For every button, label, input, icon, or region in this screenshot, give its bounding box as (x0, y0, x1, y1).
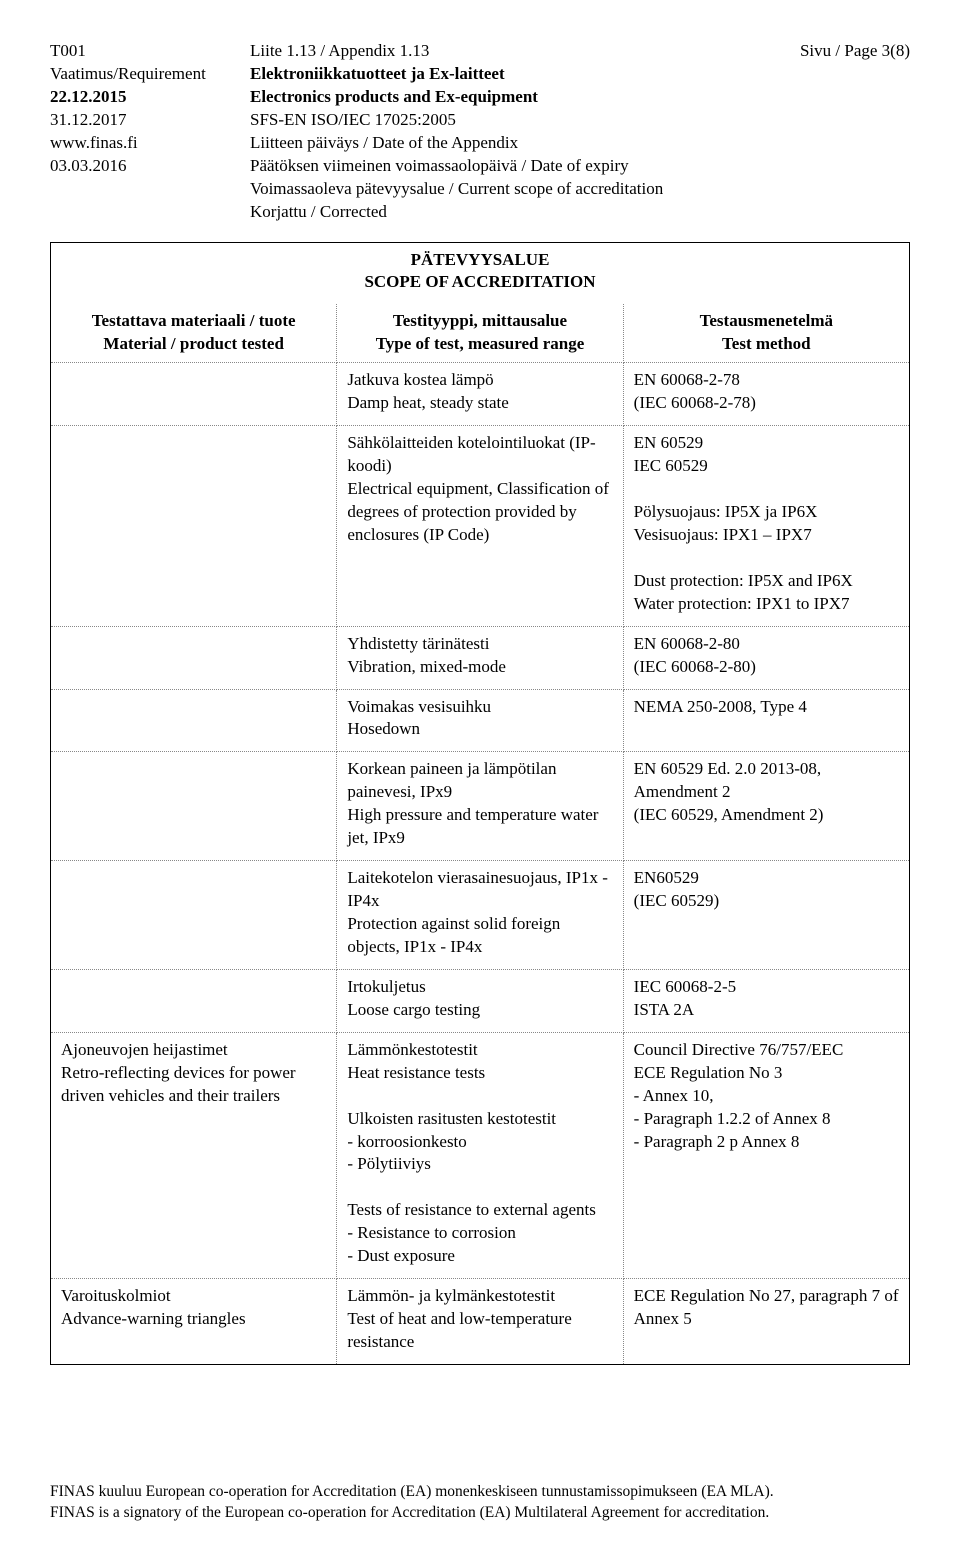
table-row: Jatkuva kostea lämpö Damp heat, steady s… (51, 363, 910, 426)
page-number: Sivu / Page 3(8) (760, 40, 910, 63)
cell-test-type: Voimakas vesisuihku Hosedown (337, 689, 623, 752)
cell-test-type: Yhdistetty tärinätesti Vibration, mixed-… (337, 626, 623, 689)
cell-material (51, 426, 337, 627)
table-row: Voimakas vesisuihku Hosedown NEMA 250-20… (51, 689, 910, 752)
cell-material (51, 626, 337, 689)
header-mid-3: SFS-EN ISO/IEC 17025:2005 (250, 109, 760, 132)
footer-line-2: FINAS is a signatory of the European co-… (50, 1503, 910, 1524)
cell-material: Ajoneuvojen heijastimet Retro-reflecting… (51, 1032, 337, 1278)
header-left-0: T001 (50, 40, 250, 63)
cell-method: EN 60068-2-78 (IEC 60068-2-78) (623, 363, 909, 426)
footer-line-1: FINAS kuuluu European co-operation for A… (50, 1482, 910, 1503)
table-title-cell: PÄTEVYYSALUE SCOPE OF ACCREDITATION (51, 242, 910, 304)
header-left-7: 03.03.2016 (50, 155, 250, 178)
header-right-column: Sivu / Page 3(8) (760, 40, 910, 224)
cell-material (51, 363, 337, 426)
header-mid-1: Elektroniikkatuotteet ja Ex-laitteet (250, 63, 760, 86)
table-row: Laitekotelon vierasainesuojaus, IP1x - I… (51, 861, 910, 970)
col2-header-a: Testityyppi, mittausalue (347, 310, 612, 333)
header-mid-2: Electronics products and Ex-equipment (250, 86, 760, 109)
cell-method: EN 60529 IEC 60529 Pölysuojaus: IP5X ja … (623, 426, 909, 627)
cell-method: EN 60529 Ed. 2.0 2013-08, Amendment 2 (I… (623, 752, 909, 861)
header-block: T001 Vaatimus/Requirement 22.12.2015 31.… (50, 40, 910, 224)
table-row: Ajoneuvojen heijastimet Retro-reflecting… (51, 1032, 910, 1278)
cell-method: NEMA 250-2008, Type 4 (623, 689, 909, 752)
header-mid-7: Korjattu / Corrected (250, 201, 760, 224)
col1-header-a: Testattava materiaali / tuote (61, 310, 326, 333)
header-mid-0: Liite 1.13 / Appendix 1.13 (250, 40, 760, 63)
cell-test-type: Lämmönkestotestit Heat resistance tests … (337, 1032, 623, 1278)
header-mid-5: Päätöksen viimeinen voimassaolopäivä / D… (250, 155, 760, 178)
cell-method: IEC 60068-2-5 ISTA 2A (623, 969, 909, 1032)
cell-method: EN60529 (IEC 60529) (623, 861, 909, 970)
cell-test-type: Lämmön- ja kylmänkestotestit Test of hea… (337, 1279, 623, 1365)
table-body: Jatkuva kostea lämpö Damp heat, steady s… (51, 363, 910, 1365)
column-header-1: Testattava materiaali / tuote Material /… (51, 304, 337, 362)
cell-material: Varoituskolmiot Advance-warning triangle… (51, 1279, 337, 1365)
column-header-2: Testityyppi, mittausalue Type of test, m… (337, 304, 623, 362)
header-left-4: 22.12.2015 (50, 86, 250, 109)
cell-material (51, 969, 337, 1032)
table-title-line1: PÄTEVYYSALUE (61, 249, 899, 272)
cell-material (51, 752, 337, 861)
table-row: Varoituskolmiot Advance-warning triangle… (51, 1279, 910, 1365)
column-header-3: Testausmenetelmä Test method (623, 304, 909, 362)
cell-test-type: Jatkuva kostea lämpö Damp heat, steady s… (337, 363, 623, 426)
header-middle-column: Liite 1.13 / Appendix 1.13 Elektroniikka… (250, 40, 760, 224)
cell-test-type: Irtokuljetus Loose cargo testing (337, 969, 623, 1032)
cell-method: ECE Regulation No 27, paragraph 7 of Ann… (623, 1279, 909, 1365)
cell-method: EN 60068-2-80 (IEC 60068-2-80) (623, 626, 909, 689)
header-mid-4: Liitteen päiväys / Date of the Appendix (250, 132, 760, 155)
footer-block: FINAS kuuluu European co-operation for A… (50, 1482, 910, 1524)
col1-header-b: Material / product tested (61, 333, 326, 356)
cell-test-type: Sähkölaitteiden kotelointiluokat (IP-koo… (337, 426, 623, 627)
cell-test-type: Laitekotelon vierasainesuojaus, IP1x - I… (337, 861, 623, 970)
table-row: Sähkölaitteiden kotelointiluokat (IP-koo… (51, 426, 910, 627)
col3-header-b: Test method (634, 333, 899, 356)
col2-header-b: Type of test, measured range (347, 333, 612, 356)
cell-material (51, 689, 337, 752)
table-row: Yhdistetty tärinätesti Vibration, mixed-… (51, 626, 910, 689)
table-title-line2: SCOPE OF ACCREDITATION (61, 271, 899, 294)
header-mid-6: Voimassaoleva pätevyysalue / Current sco… (250, 178, 760, 201)
cell-test-type: Korkean paineen ja lämpötilan painevesi,… (337, 752, 623, 861)
table-row: Irtokuljetus Loose cargo testing IEC 600… (51, 969, 910, 1032)
table-row: Korkean paineen ja lämpötilan painevesi,… (51, 752, 910, 861)
accreditation-table: PÄTEVYYSALUE SCOPE OF ACCREDITATION Test… (50, 242, 910, 1365)
cell-method: Council Directive 76/757/EEC ECE Regulat… (623, 1032, 909, 1278)
header-left-6: www.finas.fi (50, 132, 250, 155)
header-left-3: Vaatimus/Requirement (50, 63, 250, 86)
header-left-5: 31.12.2017 (50, 109, 250, 132)
header-left-column: T001 Vaatimus/Requirement 22.12.2015 31.… (50, 40, 250, 224)
document-page: T001 Vaatimus/Requirement 22.12.2015 31.… (0, 0, 960, 1554)
col3-header-a: Testausmenetelmä (634, 310, 899, 333)
cell-material (51, 861, 337, 970)
